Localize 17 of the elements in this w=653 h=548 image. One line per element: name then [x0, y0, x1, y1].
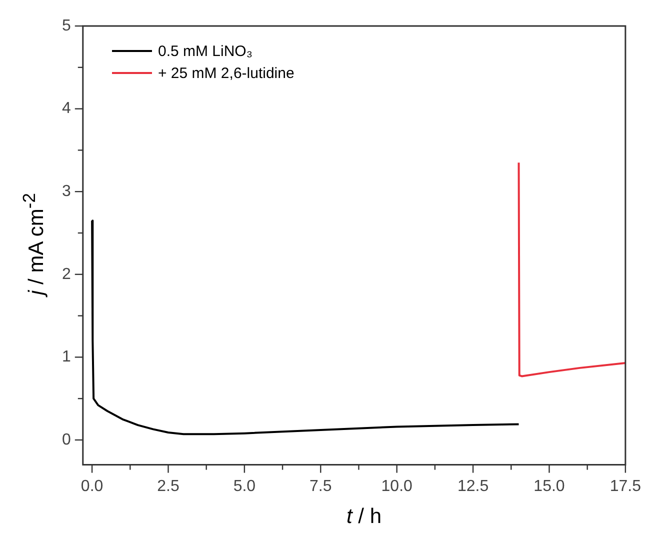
y-tick-label: 4 — [62, 100, 71, 118]
x-tick-label: 5.0 — [233, 478, 256, 495]
y-tick-label: 2 — [62, 266, 71, 283]
x-tick-label: 17.5 — [610, 478, 642, 495]
x-tick-label: 10.0 — [381, 478, 413, 495]
y-tick-label: 0 — [62, 431, 71, 448]
x-tick-label: 7.5 — [310, 478, 332, 495]
y-tick-label: 3 — [62, 182, 71, 200]
x-tick-label: 12.5 — [457, 478, 489, 495]
legend-label: 0.5 mM LiNO₃ — [158, 42, 252, 60]
x-tick-label: 15.0 — [534, 478, 565, 495]
x-axis-title: t / h — [346, 505, 382, 528]
y-tick-label: 1 — [62, 348, 71, 366]
x-tick-label: 0.0 — [80, 478, 104, 495]
legend-label: + 25 mM 2,6-lutidine — [158, 64, 294, 82]
y-tick-label: 5 — [62, 17, 71, 34]
x-tick-label: 2.5 — [157, 478, 180, 495]
